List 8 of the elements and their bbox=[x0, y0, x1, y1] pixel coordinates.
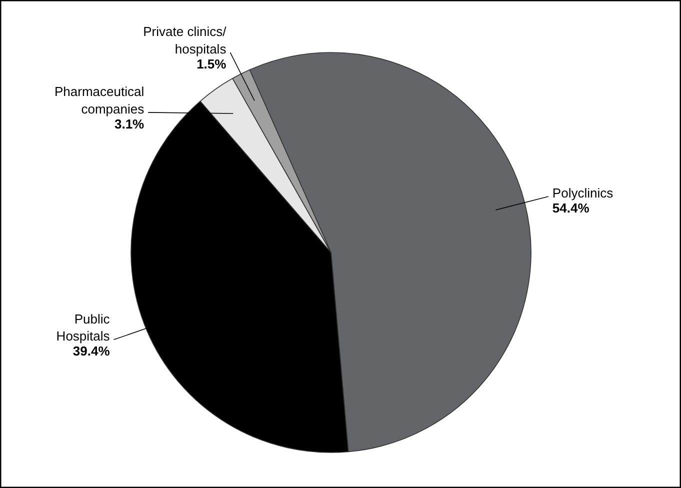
data-label: 1.5% bbox=[196, 56, 227, 72]
data-label: 3.1% bbox=[114, 116, 145, 132]
slice-label: Public Hospitals bbox=[56, 311, 110, 344]
slice-label: Private clinics/ hospitals bbox=[143, 24, 227, 56]
slice-label: Polyclinics bbox=[552, 185, 614, 200]
slice-label: Pharmaceutical companies bbox=[54, 84, 145, 116]
data-label: 54.4% bbox=[552, 200, 590, 216]
data-label: 39.4% bbox=[72, 344, 110, 359]
